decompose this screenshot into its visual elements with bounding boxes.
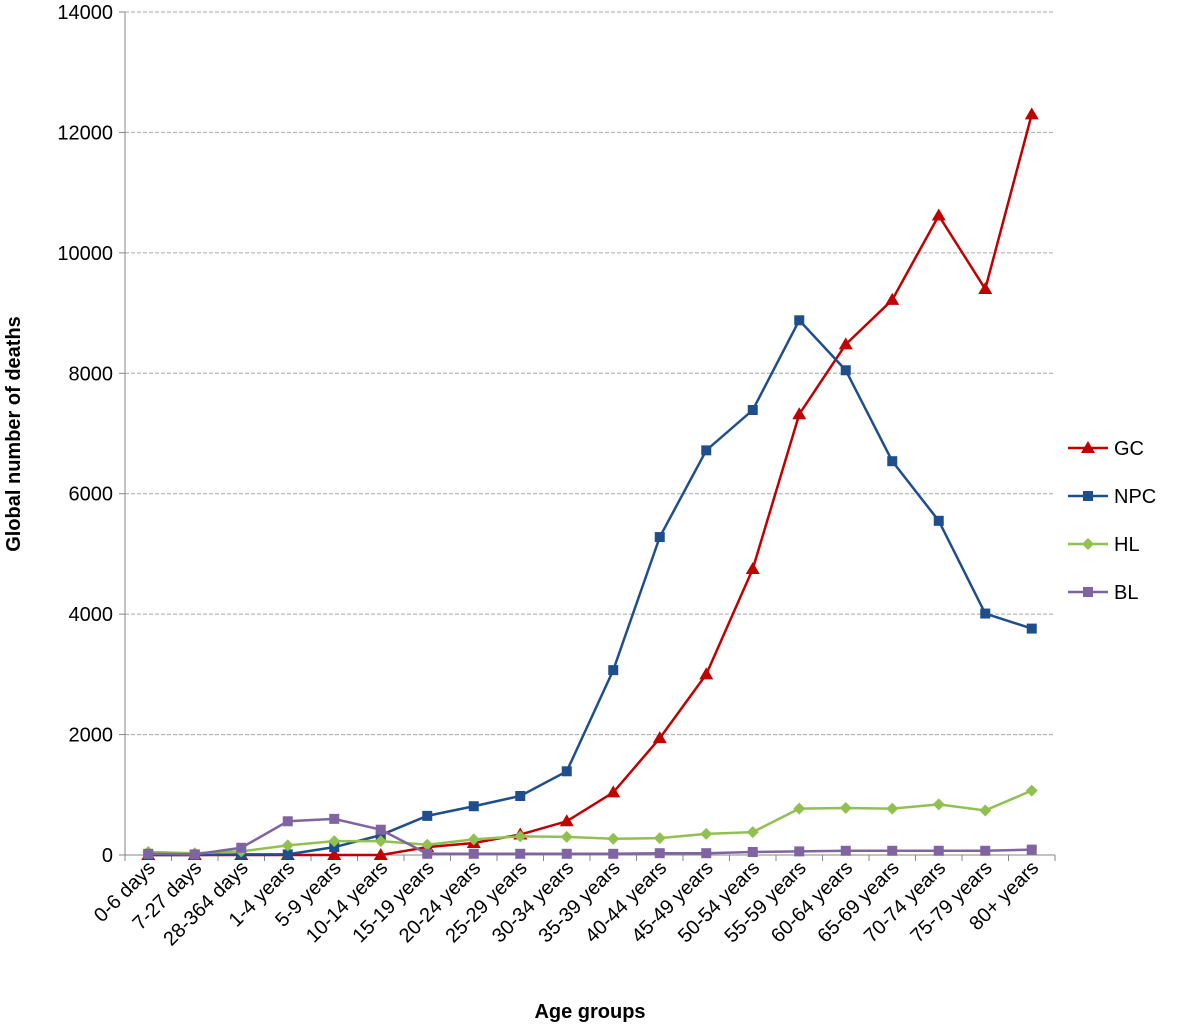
data-point	[745, 561, 760, 574]
data-point	[700, 827, 713, 840]
data-point	[885, 292, 900, 305]
data-point	[1025, 784, 1038, 797]
data-point	[654, 532, 665, 543]
data-point	[373, 848, 388, 860]
data-point	[607, 832, 620, 845]
data-point	[282, 849, 293, 860]
data-point	[701, 445, 712, 456]
data-point	[561, 848, 572, 859]
data-point	[793, 802, 806, 815]
series-line	[148, 114, 1033, 857]
x-axis-label: Age groups	[534, 1001, 645, 1023]
data-point	[328, 835, 341, 848]
data-point	[329, 842, 340, 853]
data-point	[515, 848, 526, 859]
data-point	[980, 845, 991, 856]
y-tick-label: 10000	[57, 243, 113, 265]
data-point	[422, 810, 433, 821]
data-point	[886, 802, 899, 815]
data-point	[747, 846, 758, 857]
data-point	[978, 281, 993, 294]
legend-label: NPC	[1114, 486, 1156, 508]
data-point	[932, 798, 945, 811]
legend-marker	[1083, 587, 1093, 597]
legend-label: GC	[1114, 438, 1144, 460]
data-point	[980, 608, 991, 619]
y-tick-label: 12000	[57, 122, 113, 144]
data-point	[375, 830, 386, 841]
data-point	[236, 842, 247, 853]
data-point	[282, 816, 293, 827]
data-point	[794, 846, 805, 857]
data-point	[839, 802, 852, 815]
data-point	[838, 337, 853, 350]
y-tick-label: 2000	[69, 725, 114, 747]
legend-label: BL	[1114, 582, 1138, 604]
data-point	[931, 208, 946, 221]
data-point	[933, 515, 944, 526]
data-point	[840, 845, 851, 856]
y-tick-label: 6000	[69, 484, 114, 506]
y-tick-label: 0	[102, 845, 113, 867]
y-tick-label: 14000	[57, 2, 113, 24]
data-point	[654, 848, 665, 859]
data-point	[374, 835, 387, 848]
data-point	[792, 407, 807, 420]
data-point	[652, 731, 667, 744]
data-point	[329, 813, 340, 824]
data-point	[653, 832, 666, 845]
data-point	[421, 838, 434, 851]
series-line	[148, 318, 1033, 857]
data-point	[559, 814, 574, 827]
data-point	[699, 667, 714, 680]
data-point	[375, 824, 386, 835]
data-point	[1026, 844, 1037, 855]
data-point	[1024, 107, 1039, 120]
data-point	[608, 848, 619, 859]
data-point	[468, 801, 479, 812]
legend-marker	[1081, 441, 1095, 453]
data-point	[327, 848, 342, 860]
data-point	[747, 405, 758, 416]
y-axis-label: Global number of deaths	[3, 316, 25, 552]
legend-label: HL	[1114, 534, 1140, 556]
data-point	[840, 365, 851, 376]
data-point	[189, 849, 200, 860]
data-point	[422, 848, 433, 859]
data-point	[467, 833, 480, 846]
series-line	[148, 817, 1032, 856]
data-point	[701, 848, 712, 859]
legend-marker	[1083, 491, 1093, 501]
data-point	[606, 785, 621, 798]
data-point	[887, 456, 898, 467]
data-point	[560, 830, 573, 843]
data-point	[608, 665, 619, 676]
data-point	[514, 830, 527, 843]
y-tick-label: 8000	[69, 363, 114, 385]
data-point	[281, 839, 294, 852]
y-tick-label: 4000	[69, 604, 114, 626]
data-point	[515, 790, 526, 801]
data-point	[933, 845, 944, 856]
data-point	[468, 848, 479, 859]
data-point	[794, 315, 805, 326]
legend-marker	[1082, 538, 1094, 550]
data-point	[561, 766, 572, 777]
data-point	[979, 804, 992, 817]
series-line	[148, 789, 1033, 855]
data-point	[887, 845, 898, 856]
data-point	[746, 826, 759, 839]
data-point	[1026, 623, 1037, 634]
data-point	[143, 848, 154, 859]
